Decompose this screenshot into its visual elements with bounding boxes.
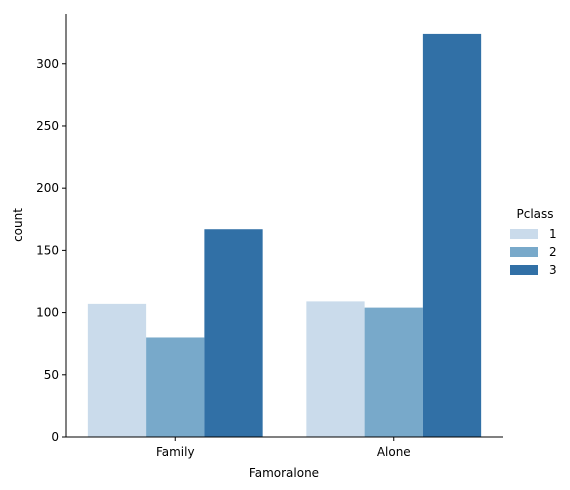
bars-group <box>87 33 482 437</box>
bar-alone-pclass-1 <box>306 301 365 437</box>
y-tick-label: 50 <box>44 368 59 382</box>
y-axis-label: count <box>11 208 25 242</box>
bar-family-pclass-3 <box>204 229 263 437</box>
y-tick-label: 0 <box>51 430 59 444</box>
legend-swatch-pclass-3 <box>510 265 538 275</box>
legend-label-pclass-3: 3 <box>549 263 557 277</box>
y-tick-label: 100 <box>36 306 59 320</box>
y-tick-label: 150 <box>36 243 59 257</box>
bar-alone-pclass-2 <box>364 307 423 437</box>
legend: Pclass 1 2 3 <box>510 207 557 277</box>
x-tick-label: Family <box>156 445 195 459</box>
legend-label-pclass-1: 1 <box>549 227 557 241</box>
y-tick-label: 250 <box>36 119 59 133</box>
y-tick-label: 200 <box>36 181 59 195</box>
x-tick-label: Alone <box>377 445 411 459</box>
legend-swatch-pclass-1 <box>510 229 538 239</box>
y-axis: 0 50 100 150 200 250 300 <box>36 57 66 444</box>
y-tick-label: 300 <box>36 57 59 71</box>
x-axis: Family Alone <box>156 437 411 459</box>
bar-alone-pclass-3 <box>422 33 482 437</box>
legend-swatch-pclass-2 <box>510 247 538 257</box>
bar-family-pclass-1 <box>87 303 147 437</box>
legend-title: Pclass <box>516 207 553 221</box>
x-axis-label: Famoralone <box>249 466 319 480</box>
legend-label-pclass-2: 2 <box>549 245 557 259</box>
bar-family-pclass-2 <box>146 337 205 437</box>
